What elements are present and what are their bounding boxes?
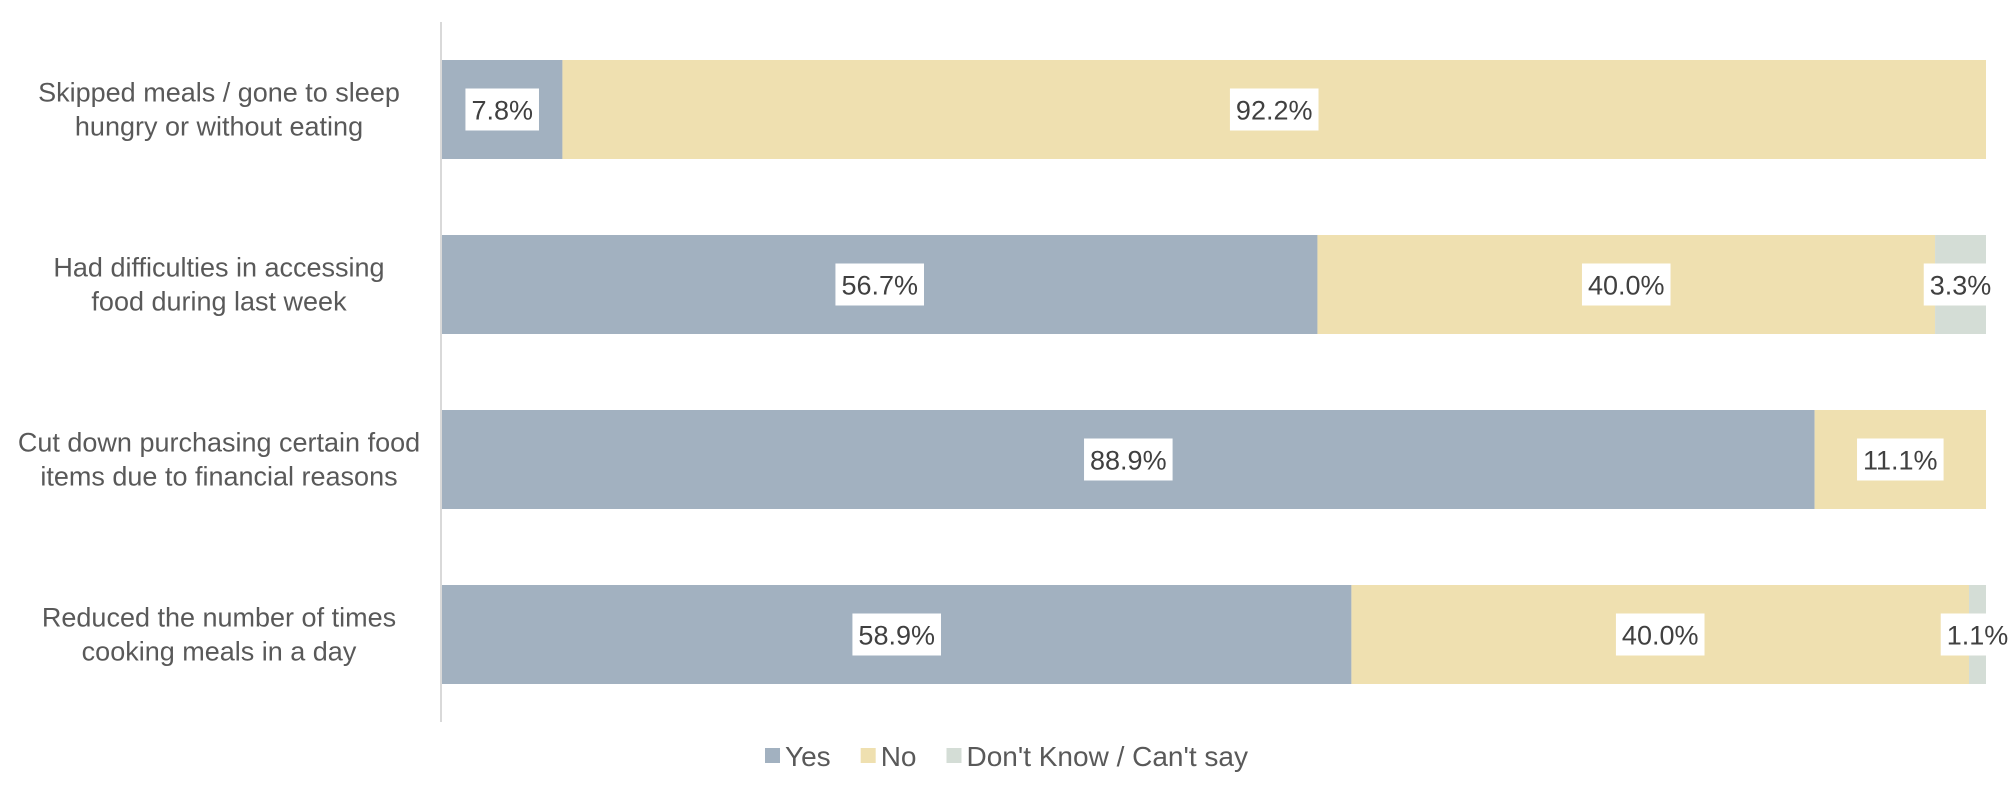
data-label: 1.1% <box>1947 621 2008 651</box>
data-label-background <box>1581 263 1671 306</box>
data-label-group: 88.9% <box>1084 438 1173 481</box>
category-label: Had difficulties in accessing food during… <box>53 253 384 317</box>
category-label-line: Cut down purchasing certain food <box>18 428 420 458</box>
category-label-line: Reduced the number of times <box>42 603 396 633</box>
data-label-background <box>1229 88 1319 131</box>
data-label-background <box>852 613 941 656</box>
data-label-background <box>1857 438 1944 481</box>
data-label: 88.9% <box>1090 446 1167 476</box>
legend-label: Yes <box>785 741 831 772</box>
data-label-group: 1.1% <box>1940 613 2008 656</box>
legend-swatch <box>946 748 962 763</box>
data-label: 7.8% <box>471 96 533 126</box>
data-label-group: 3.3% <box>1923 263 1998 306</box>
data-label: 11.1% <box>1863 446 1938 476</box>
bars-layer <box>442 60 1986 684</box>
data-label-group: 40.0% <box>1581 263 1671 306</box>
category-label-line: cooking meals in a day <box>82 637 357 667</box>
data-label-group: 56.7% <box>835 263 925 306</box>
data-label-group: 11.1% <box>1857 438 1944 481</box>
data-label: 58.9% <box>858 621 935 651</box>
category-label-line: items due to financial reasons <box>40 462 397 492</box>
data-label-background <box>465 88 539 131</box>
category-label-line: Skipped meals / gone to sleep <box>38 78 400 108</box>
category-label: Cut down purchasing certain food items du… <box>18 428 420 492</box>
data-label: 92.2% <box>1236 96 1313 126</box>
legend-label: Don't Know / Can't say <box>966 741 1248 772</box>
category-label-line: food during last week <box>91 287 347 317</box>
category-label: Reduced the number of times cooking meals… <box>42 603 396 667</box>
category-labels: Skipped meals / gone to sleep hungry or w… <box>18 78 420 667</box>
data-label: 3.3% <box>1930 271 1992 301</box>
data-label-background <box>1084 438 1173 481</box>
data-label-background <box>1923 263 1998 306</box>
data-label-background <box>1940 613 2008 656</box>
data-label-group: 7.8% <box>465 88 539 131</box>
data-label-group: 58.9% <box>852 613 941 656</box>
data-label-group: 92.2% <box>1229 88 1319 131</box>
data-label: 40.0% <box>1588 271 1665 301</box>
category-label-line: Had difficulties in accessing <box>53 253 384 283</box>
data-label: 40.0% <box>1622 621 1699 651</box>
data-labels: 7.8% 92.2% 56.7% 40.0% 3.3% 88.9% 11.1% 58.9% 40… <box>465 88 2008 656</box>
legend-swatch <box>860 748 876 763</box>
category-label: Skipped meals / gone to sleep hungry or w… <box>38 78 400 142</box>
legend-swatch <box>765 748 780 763</box>
legend: Yes No Don't Know / Can't say <box>765 741 1248 772</box>
data-label-background <box>1615 613 1705 656</box>
data-label: 56.7% <box>841 271 918 301</box>
data-label-group: 40.0% <box>1615 613 1705 656</box>
category-label-line: hungry or without eating <box>75 112 363 142</box>
legend-label: No <box>881 741 917 772</box>
data-label-background <box>835 263 925 306</box>
